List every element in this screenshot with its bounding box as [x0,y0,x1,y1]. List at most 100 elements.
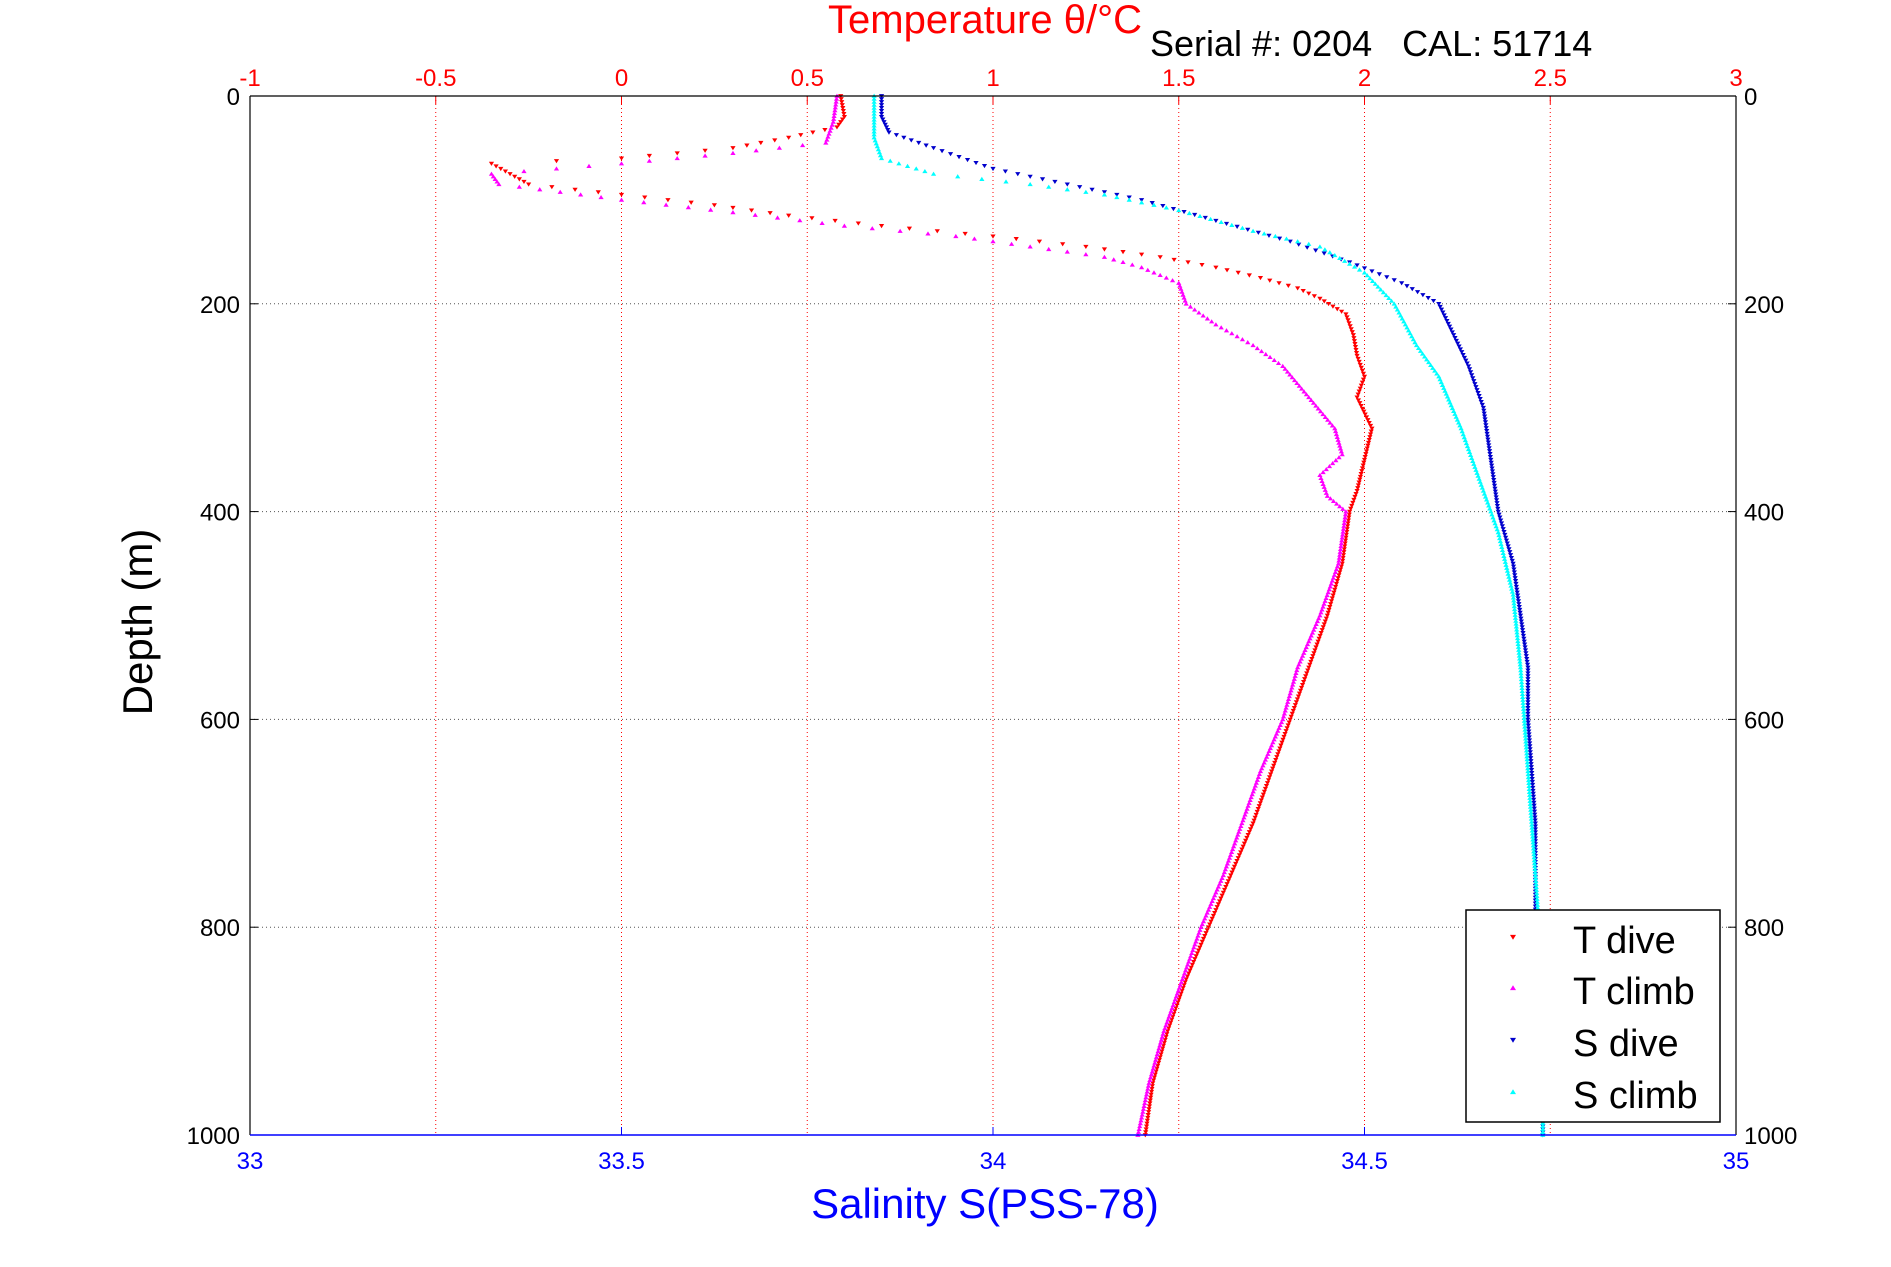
data-point [1529,776,1535,782]
data-point [872,138,878,143]
data-point [1178,991,1184,996]
data-point [1148,1074,1154,1080]
data-point [1234,224,1240,229]
data-point [831,110,838,116]
data-point [1490,472,1496,477]
data-point [1345,518,1352,523]
data-point [1525,769,1531,774]
data-point [1263,351,1269,357]
data-point [774,215,781,220]
data-point [1340,532,1346,537]
data-point [1347,509,1353,514]
data-point [871,120,877,125]
data-point [1253,812,1259,817]
data-point [1151,270,1157,275]
data-point [1462,438,1468,443]
data-point [1353,347,1359,353]
data-point [1223,864,1230,869]
data-point [1520,697,1526,702]
data-point [1505,571,1511,576]
data-point [1145,267,1151,272]
data-point [1474,388,1480,393]
data-point [1244,835,1250,841]
data-point [1231,864,1238,869]
data-point [1151,1075,1157,1080]
data-point [1234,835,1240,840]
data-point [1512,576,1518,581]
data-point [1495,530,1501,535]
data-point [1143,1124,1150,1129]
data-point [1297,688,1304,693]
data-point [1487,454,1493,460]
data-point [1213,218,1219,224]
data-point [1252,783,1258,788]
data-point [1155,1061,1162,1066]
data-point [1529,831,1536,836]
data-point [871,111,877,116]
data-point [1522,645,1528,650]
data-point [1209,319,1215,324]
data-point [1235,832,1241,837]
data-point [1289,711,1295,716]
data-point [786,213,792,218]
data-point [1153,1069,1159,1074]
data-point [1521,712,1527,717]
data-point [1333,581,1340,587]
data-point [1231,844,1237,849]
data-point [1337,567,1344,572]
data-point [841,223,847,228]
data-point [1261,231,1267,236]
data-point [1417,348,1424,353]
data-point [1152,1072,1158,1077]
data-point [1204,928,1210,933]
data-point [1461,355,1468,360]
data-point [1321,622,1327,627]
data-point [1525,720,1531,725]
data-point [1266,233,1272,238]
data-point [730,146,736,151]
data-point [1046,246,1052,252]
data-point [923,143,929,148]
data-point [1182,980,1188,985]
data-point [1346,512,1352,517]
data-point [1354,263,1360,268]
data-point [1223,328,1230,333]
data-point [1180,985,1186,991]
data-point [1340,526,1347,531]
data-point [1470,376,1476,381]
data-point [1525,671,1531,676]
data-point [1301,680,1307,685]
data-point [871,108,877,113]
data-point [871,105,877,110]
data-point [1509,586,1515,591]
data-point [1238,850,1244,855]
data-point [1283,236,1290,241]
data-point [1015,172,1021,177]
data-point [492,176,498,181]
data-point [1519,682,1525,688]
data-point [1415,345,1422,351]
data-point [1463,440,1469,446]
data-point [1511,598,1517,603]
sal-tick-label: 33.5 [598,1148,645,1175]
data-point [1311,294,1317,299]
data-point [1337,570,1343,575]
data-point [1175,1000,1181,1005]
data-point [1492,486,1498,491]
data-point [1356,389,1362,394]
data-point [1515,593,1521,598]
data-point [1212,910,1218,916]
data-point [1525,703,1531,708]
data-point [1334,564,1341,569]
data-point [1318,475,1324,481]
data-point [1218,896,1224,901]
data-point [1363,449,1370,454]
data-point [1223,884,1229,890]
data-point [1163,1022,1169,1028]
data-point [1332,426,1338,431]
data-point [1166,1026,1172,1031]
data-point [1495,506,1501,512]
data-point [1535,905,1541,910]
data-point [1359,406,1366,411]
data-point [1332,252,1338,258]
